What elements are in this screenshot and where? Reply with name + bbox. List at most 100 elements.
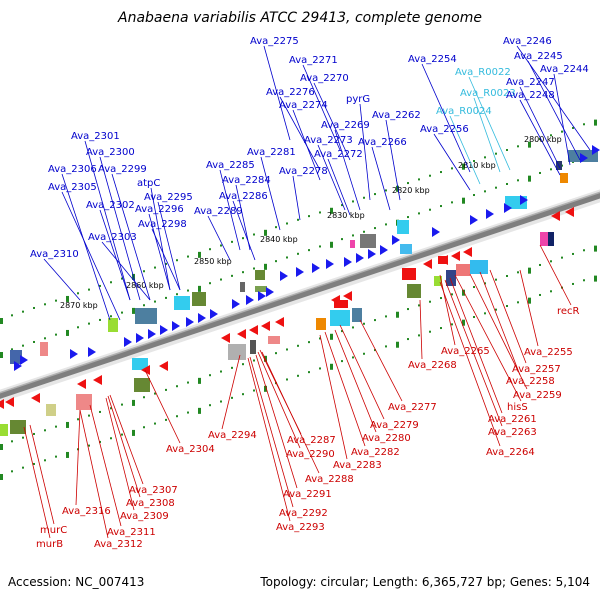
gene-label-ava-2286[interactable]: Ava_2286 — [219, 191, 268, 202]
gene-label-atpc[interactable]: atpC — [137, 178, 160, 189]
scale-tick — [495, 308, 497, 311]
gene-label-ava-2283[interactable]: Ava_2283 — [333, 460, 382, 471]
gene-label-ava-2273[interactable]: Ava_2273 — [304, 135, 353, 146]
gene-label-ava-2259[interactable]: Ava_2259 — [513, 390, 562, 401]
gene-label-ava-2281[interactable]: Ava_2281 — [247, 147, 296, 158]
gene-label-ava-2255[interactable]: Ava_2255 — [524, 347, 573, 358]
scale-tick — [374, 193, 376, 196]
leader-line — [359, 103, 371, 201]
scale-tick — [506, 274, 508, 277]
leader-line — [255, 354, 298, 489]
scale-tick — [176, 385, 178, 388]
gene-label-ava-2277[interactable]: Ava_2277 — [388, 402, 437, 413]
gene-label-ava-2303[interactable]: Ava_2303 — [88, 232, 137, 243]
scale-tick — [165, 388, 167, 391]
gene-label-ava-2257[interactable]: Ava_2257 — [512, 364, 561, 375]
gene-label-ava-r0024[interactable]: Ava_R0024 — [436, 106, 492, 117]
scale-tick — [110, 407, 112, 410]
gene-label-ava-2266[interactable]: Ava_2266 — [358, 137, 407, 148]
leader-line — [101, 241, 151, 301]
gene-label-ava-2272[interactable]: Ava_2272 — [314, 149, 363, 160]
gene-label-murb[interactable]: murB — [36, 539, 63, 550]
gene-label-ava-2256[interactable]: Ava_2256 — [420, 124, 469, 135]
gene-label-ava-2278[interactable]: Ava_2278 — [279, 166, 328, 177]
gene-label-ava-2291[interactable]: Ava_2291 — [283, 489, 332, 500]
scale-tick — [352, 200, 354, 203]
gene-label-ava-2244[interactable]: Ava_2244 — [540, 64, 589, 75]
gene-label-ava-2294[interactable]: Ava_2294 — [208, 430, 257, 441]
gene-label-ava-2264[interactable]: Ava_2264 — [486, 447, 535, 458]
gene-label-ava-2262[interactable]: Ava_2262 — [372, 110, 421, 121]
gene-label-ava-2312[interactable]: Ava_2312 — [94, 539, 143, 550]
gene-label-ava-2316[interactable]: Ava_2316 — [62, 506, 111, 517]
gene-label-ava-2275[interactable]: Ava_2275 — [250, 36, 299, 47]
gene-label-ava-2271[interactable]: Ava_2271 — [289, 55, 338, 66]
scale-tick — [275, 226, 277, 229]
gene-label-ava-2265[interactable]: Ava_2265 — [441, 346, 490, 357]
gene-label-ava-2296[interactable]: Ava_2296 — [135, 204, 184, 215]
forward-gene-arrow — [246, 295, 254, 305]
gene-label-ava-r0023[interactable]: Ava_R0023 — [460, 88, 516, 99]
reverse-gene-arrow — [221, 333, 230, 343]
gene-label-ava-2284[interactable]: Ava_2284 — [222, 175, 271, 186]
gene-label-ava-2302[interactable]: Ava_2302 — [86, 200, 135, 211]
gene-label-ava-2310[interactable]: Ava_2310 — [30, 249, 79, 260]
gene-label-ava-2289[interactable]: Ava_2289 — [194, 206, 243, 217]
gene-label-ava-2270[interactable]: Ava_2270 — [300, 73, 349, 84]
reverse-gene-arrow — [237, 329, 246, 339]
gene-label-murc[interactable]: murC — [40, 525, 67, 536]
gene-label-ava-2293[interactable]: Ava_2293 — [276, 522, 325, 533]
gene-label-ava-2307[interactable]: Ava_2307 — [129, 485, 178, 496]
gene-label-ava-2290[interactable]: Ava_2290 — [286, 449, 335, 460]
gene-label-ava-2288[interactable]: Ava_2288 — [305, 474, 354, 485]
gene-label-hiss[interactable]: hisS — [507, 402, 528, 413]
gene-label-ava-2248[interactable]: Ava_2248 — [506, 90, 555, 101]
gene-label-ava-2308[interactable]: Ava_2308 — [126, 498, 175, 509]
scale-tick — [396, 311, 399, 318]
gene-label-ava-2304[interactable]: Ava_2304 — [166, 444, 215, 455]
gene-label-ava-2263[interactable]: Ava_2263 — [488, 427, 537, 438]
gene-label-ava-r0022[interactable]: Ava_R0022 — [455, 67, 511, 78]
gene-label-ava-2285[interactable]: Ava_2285 — [206, 160, 255, 171]
gene-label-ava-2261[interactable]: Ava_2261 — [488, 414, 537, 425]
gene-label-ava-2306[interactable]: Ava_2306 — [48, 164, 97, 175]
scale-tick — [572, 282, 574, 285]
leader-line — [148, 213, 171, 291]
gene-label-ava-2280[interactable]: Ava_2280 — [362, 433, 411, 444]
gene-label-ava-2246[interactable]: Ava_2246 — [503, 36, 552, 47]
leader-line — [221, 354, 241, 430]
leader-line — [111, 173, 151, 301]
leader-line — [469, 273, 528, 390]
gene-label-ava-2305[interactable]: Ava_2305 — [48, 182, 97, 193]
scale-tick — [429, 208, 431, 211]
scale-tick — [363, 196, 365, 199]
scale-tick — [44, 337, 46, 340]
gene-label-ava-2282[interactable]: Ava_2282 — [351, 447, 400, 458]
gene-label-ava-2245[interactable]: Ava_2245 — [514, 51, 563, 62]
gene-label-ava-2298[interactable]: Ava_2298 — [138, 219, 187, 230]
gene-label-ava-2247[interactable]: Ava_2247 — [506, 77, 555, 88]
gene-label-ava-2254[interactable]: Ava_2254 — [408, 54, 457, 65]
scale-tick — [484, 312, 486, 315]
leader-line — [292, 109, 321, 181]
gene-label-ava-2295[interactable]: Ava_2295 — [144, 192, 193, 203]
scale-tick — [495, 152, 497, 155]
gene-label-ava-2301[interactable]: Ava_2301 — [71, 131, 120, 142]
gene-label-ava-2269[interactable]: Ava_2269 — [321, 120, 370, 131]
gene-label-pyrg[interactable]: pyrG — [346, 94, 370, 105]
gene-label-ava-2276[interactable]: Ava_2276 — [266, 87, 315, 98]
gene-label-ava-2292[interactable]: Ava_2292 — [279, 508, 328, 519]
gene-label-ava-2279[interactable]: Ava_2279 — [370, 420, 419, 431]
scale-tick — [572, 252, 574, 255]
gene-label-ava-2309[interactable]: Ava_2309 — [120, 511, 169, 522]
gene-label-ava-2311[interactable]: Ava_2311 — [107, 527, 156, 538]
gene-label-ava-2274[interactable]: Ava_2274 — [279, 100, 328, 111]
scale-tick — [308, 249, 310, 252]
accession-text: Accession: NC_007413 — [8, 575, 144, 589]
gene-label-recr[interactable]: recR — [557, 306, 580, 317]
gene-label-ava-2300[interactable]: Ava_2300 — [86, 147, 135, 158]
gene-label-ava-2258[interactable]: Ava_2258 — [506, 376, 555, 387]
gene-label-ava-2299[interactable]: Ava_2299 — [98, 164, 147, 175]
gene-label-ava-2268[interactable]: Ava_2268 — [408, 360, 457, 371]
gene-label-ava-2287[interactable]: Ava_2287 — [287, 435, 336, 446]
